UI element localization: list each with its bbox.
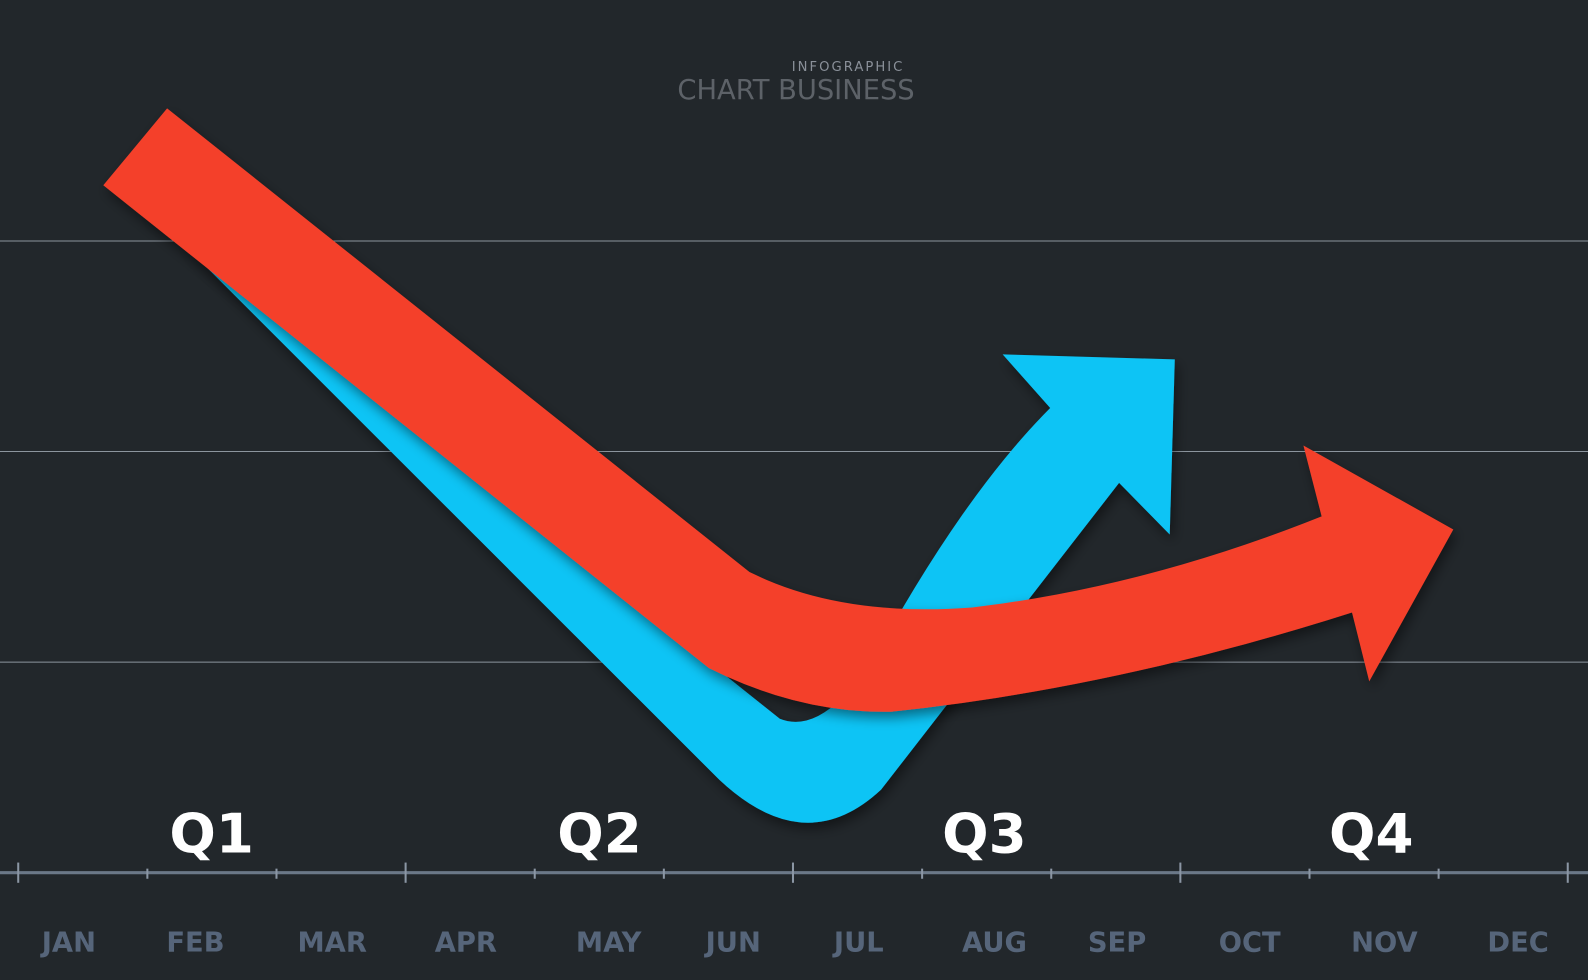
title: CHART BUSINESS — [677, 75, 914, 106]
month-label: OCT — [1219, 928, 1281, 959]
quarter-label: Q3 — [942, 801, 1027, 865]
labels: JAN FEB MAR APR MAY JUN JUL AUG SEP OCT NOV DEC Q1 Q2… — [40, 801, 1549, 958]
month-label: JUN — [704, 928, 761, 959]
quarter-label: Q1 — [169, 801, 254, 865]
month-label: JUL — [832, 928, 884, 959]
month-label: MAR — [297, 928, 366, 959]
axis-ticks — [17, 862, 1569, 883]
month-label: NOV — [1351, 928, 1418, 959]
kicker: INFOGRAPHIC — [792, 60, 905, 75]
month-label: FEB — [166, 928, 224, 959]
month-label: MAY — [576, 928, 643, 959]
red-arrow — [103, 108, 1454, 712]
month-label: DEC — [1487, 928, 1548, 959]
quarter-label: Q2 — [557, 801, 642, 865]
quarter-label: Q4 — [1329, 801, 1414, 865]
month-label: SEP — [1088, 928, 1146, 959]
month-label: APR — [435, 928, 497, 959]
month-label: AUG — [962, 928, 1027, 959]
month-label: JAN — [40, 928, 96, 959]
